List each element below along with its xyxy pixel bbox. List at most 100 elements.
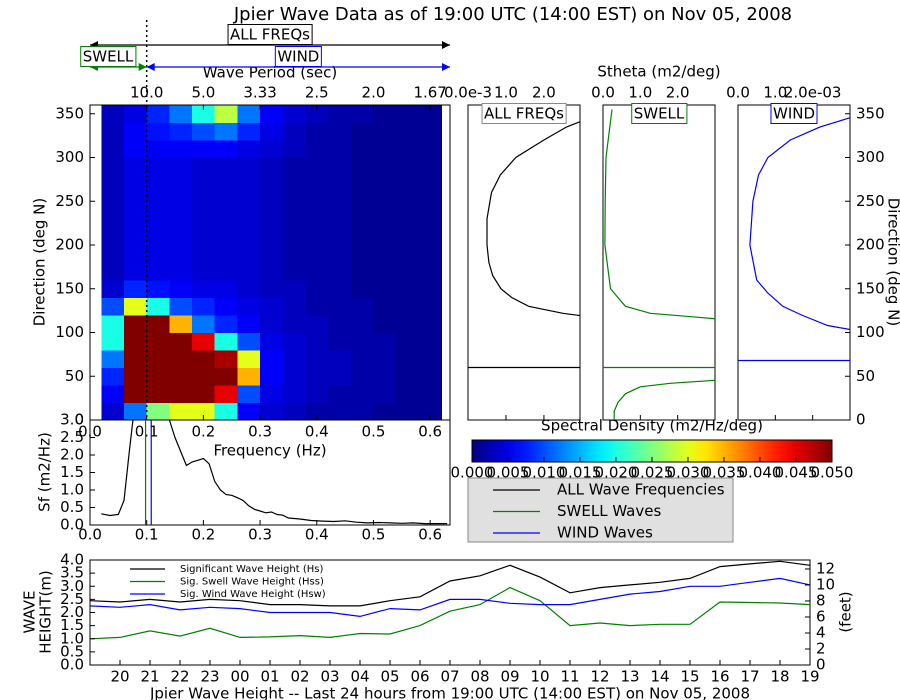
heat-cell <box>237 385 261 403</box>
heat-cell <box>192 140 216 158</box>
heat-cell <box>237 332 261 351</box>
y-tick-label: 150 <box>856 279 885 297</box>
heat-cell <box>282 315 306 333</box>
y-tick-label: 12 <box>816 559 835 577</box>
x-tick-label: 0.040 <box>739 464 782 482</box>
y-axis-title: HEIGHT(m) <box>37 570 55 654</box>
heat-cell <box>101 280 125 298</box>
y-tick-label: 300 <box>55 148 84 166</box>
heat-cell <box>418 192 442 211</box>
heat-cell <box>373 157 397 176</box>
heat-cell <box>282 210 306 228</box>
x-axis-title: Stheta (m2/deg) <box>597 63 720 81</box>
heat-cell <box>237 227 261 246</box>
heat-cell <box>282 122 306 141</box>
heat-cell <box>214 245 238 263</box>
heat-cell <box>418 332 442 351</box>
x-tick-label: 0.035 <box>703 464 746 482</box>
x-tick-label: 3.33 <box>243 84 276 102</box>
heat-cell <box>214 175 238 193</box>
heat-cell <box>146 227 170 246</box>
legend-label: Sig. Swell Wave Height (Hss) <box>180 577 324 588</box>
heat-cell <box>146 192 170 211</box>
legend-box <box>467 477 734 543</box>
heat-cell <box>396 332 420 351</box>
x-tick-label: 0.3 <box>248 526 272 544</box>
heat-cell <box>260 227 284 246</box>
heat-cell <box>260 367 284 386</box>
heat-cell <box>305 297 329 316</box>
x-tick-label: 13 <box>620 668 639 686</box>
x-tick-label: 21 <box>140 668 159 686</box>
x-axis-title: Jpier Wave Height -- Last 24 hours from … <box>149 685 750 700</box>
x-tick-label: 23 <box>200 668 219 686</box>
heat-cell <box>169 262 193 281</box>
heat-cell <box>192 122 216 141</box>
heat-cell <box>350 332 374 351</box>
heat-cell <box>260 332 284 351</box>
y-axis-title: Direction (deg N) <box>31 198 49 327</box>
heat-cell <box>418 262 442 281</box>
x-tick-label: 10.0 <box>130 84 163 102</box>
x-tick-label: 04 <box>350 668 369 686</box>
heat-cell <box>124 210 148 228</box>
y-tick-label: 3.0 <box>60 577 84 595</box>
y-axis-title: WAVE <box>21 590 39 633</box>
stheta-curve <box>749 117 850 331</box>
x-tick-label: 03 <box>320 668 339 686</box>
x-tick-label: 11 <box>560 668 579 686</box>
heat-cell <box>124 175 148 193</box>
heat-cell <box>373 245 397 263</box>
x-tick-label: 01 <box>260 668 279 686</box>
y-tick-label: 3.5 <box>60 564 84 582</box>
heat-cell <box>124 122 148 141</box>
heat-cell <box>396 280 420 298</box>
label-box <box>481 103 567 124</box>
heat-cell <box>328 227 352 246</box>
heat-cell <box>260 402 284 420</box>
legend-label: ALL Wave Frequencies <box>557 481 725 499</box>
heat-cell <box>237 262 261 281</box>
y-tick-label: 50 <box>856 367 875 385</box>
heat-cell <box>373 227 397 246</box>
x-tick-label: 0.4 <box>305 526 329 544</box>
heat-cell <box>373 367 397 386</box>
heat-cell <box>169 105 193 123</box>
heat-cell <box>328 157 352 176</box>
heat-cell <box>260 245 284 263</box>
x-tick-label: 1.0 <box>763 84 787 102</box>
heat-cell <box>260 385 284 403</box>
x-tick-label: 0.4 <box>305 423 329 441</box>
heat-cell <box>124 385 148 403</box>
heat-cell <box>124 402 148 420</box>
heat-cell <box>328 402 352 420</box>
heat-cell <box>214 350 238 368</box>
heat-cell <box>101 105 125 123</box>
heat-cell <box>328 367 352 386</box>
heat-cell <box>124 262 148 281</box>
heat-cell <box>214 402 238 420</box>
x-tick-label: 2.0 <box>362 84 386 102</box>
heat-cell <box>418 175 442 193</box>
x-tick-label: 2.0 <box>532 84 556 102</box>
heat-cell <box>192 175 216 193</box>
heat-cell <box>169 192 193 211</box>
y-tick-label: 0.0 <box>60 516 84 534</box>
x-tick-label: 0.020 <box>595 464 638 482</box>
x-tick-label: 0.030 <box>667 464 710 482</box>
stheta-curve <box>486 121 580 317</box>
x-tick-label: 0.0 <box>591 84 615 102</box>
heat-cell <box>260 297 284 316</box>
heat-cell <box>328 280 352 298</box>
heat-cell <box>237 367 261 386</box>
heat-cell <box>214 210 238 228</box>
label-box <box>770 103 818 124</box>
heat-cell <box>396 227 420 246</box>
heat-cell <box>237 140 261 158</box>
heat-cell <box>146 315 170 333</box>
heat-cell <box>169 385 193 403</box>
heat-cell <box>282 245 306 263</box>
heat-cell <box>350 227 374 246</box>
heat-cell <box>124 332 148 351</box>
heat-cell <box>146 157 170 176</box>
